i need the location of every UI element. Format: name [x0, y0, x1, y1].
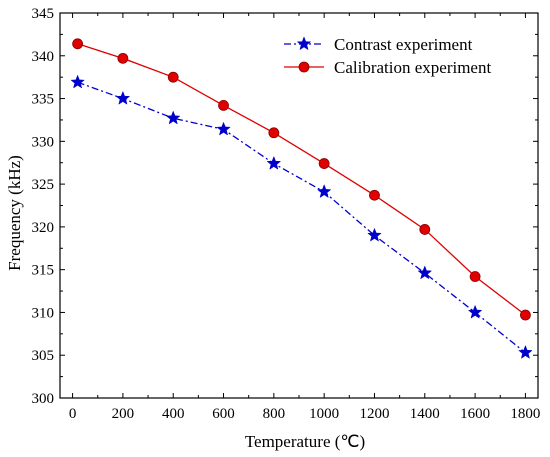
axes: 0 200 400 600 800 1000 1200 1400 1600 1800 300 305 3… — [32, 6, 541, 422]
y-tick-label: 320 — [32, 220, 55, 236]
data-point — [318, 158, 330, 169]
data-point — [316, 184, 332, 199]
data-point — [216, 121, 231, 136]
data-point — [417, 265, 433, 280]
x-tick-label: 200 — [112, 406, 135, 422]
data-point — [520, 309, 531, 321]
data-point — [165, 110, 181, 125]
y-tick-label: 310 — [32, 305, 55, 321]
x-tick-label: 1200 — [359, 406, 389, 422]
data-point — [70, 74, 85, 89]
legend-marker — [298, 61, 310, 73]
data-point — [167, 71, 179, 83]
x-tick-label: 1600 — [460, 406, 490, 422]
y-tick-label: 330 — [32, 134, 55, 150]
data-point — [72, 38, 84, 50]
plot-area — [70, 38, 533, 359]
legend-entry: Contrast experiment — [284, 35, 473, 54]
series-line — [77, 81, 526, 354]
x-tick-label: 400 — [162, 406, 185, 422]
legend-label: Calibration experiment — [334, 58, 491, 77]
x-axis-title: Temperature (℃) — [245, 432, 365, 451]
legend-label: Contrast experiment — [334, 35, 473, 54]
x-tick-label: 800 — [263, 406, 286, 422]
data-point — [117, 52, 129, 64]
data-point — [268, 127, 280, 139]
data-point — [115, 90, 131, 105]
x-tick-label: 1400 — [410, 406, 440, 422]
series-0 — [70, 74, 533, 359]
y-tick-label: 335 — [32, 92, 55, 108]
y-axis-title: Frequency (kHz) — [5, 155, 24, 271]
legend: Contrast experiment Calibration experimen… — [284, 35, 491, 77]
data-point — [369, 189, 380, 201]
y-tick-label: 325 — [32, 177, 55, 193]
data-point — [367, 227, 382, 242]
y-tick-label: 340 — [32, 49, 55, 65]
y-tick-label: 345 — [32, 6, 55, 22]
x-tick-label: 0 — [69, 406, 77, 422]
legend-marker — [296, 36, 312, 51]
y-tick-label: 315 — [32, 263, 55, 279]
series-line — [77, 43, 526, 316]
x-tick-label: 1800 — [510, 406, 540, 422]
y-tick-label: 300 — [32, 391, 55, 407]
data-point — [518, 344, 533, 359]
data-point — [469, 271, 481, 282]
data-point — [266, 155, 282, 170]
legend-entry: Calibration experiment — [284, 58, 491, 77]
series-1 — [72, 38, 531, 321]
data-point — [218, 100, 229, 111]
data-point — [419, 224, 431, 235]
data-point — [467, 304, 483, 319]
x-tick-label: 1000 — [309, 406, 339, 422]
y-tick-label: 305 — [32, 348, 55, 364]
x-tick-label: 600 — [212, 406, 235, 422]
